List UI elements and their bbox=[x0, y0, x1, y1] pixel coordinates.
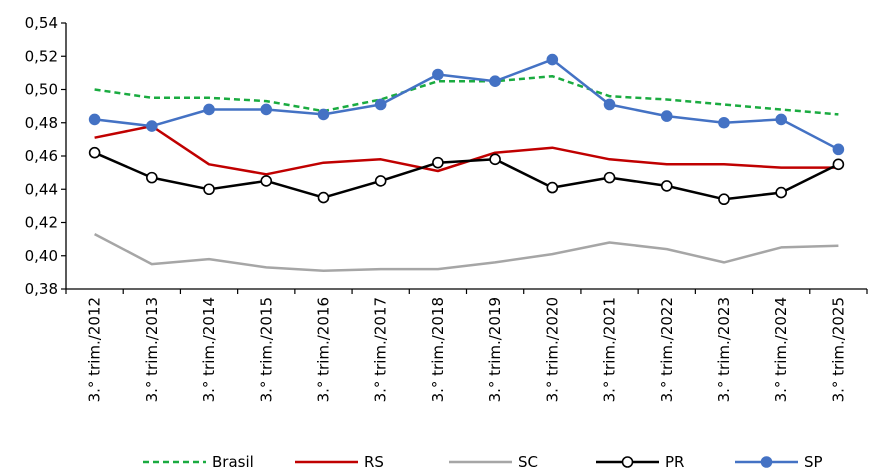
legend-marker-sp bbox=[760, 456, 773, 468]
legend-label-rs: RS bbox=[364, 453, 384, 471]
data-point-sp bbox=[432, 68, 444, 81]
y-tick-label: 0,44 bbox=[25, 180, 58, 198]
x-tick-label: 3.° trim./2023 bbox=[715, 297, 733, 402]
x-tick-label: 3.° trim./2020 bbox=[543, 297, 561, 402]
data-point-sp bbox=[317, 108, 330, 121]
axes bbox=[65, 23, 867, 290]
y-tick-label: 0,40 bbox=[25, 247, 58, 265]
x-tick-label: 3.° trim./2014 bbox=[200, 297, 218, 402]
y-tick-label: 0,42 bbox=[25, 214, 58, 232]
data-point-sp bbox=[718, 116, 730, 129]
data-point-sp bbox=[489, 75, 501, 87]
data-point-pr bbox=[260, 175, 273, 187]
y-tick-label: 0,46 bbox=[25, 147, 58, 165]
data-point-pr bbox=[432, 156, 444, 169]
data-point-pr bbox=[317, 191, 330, 204]
data-point-sp bbox=[832, 143, 845, 156]
x-tick-label: 3.° trim./2019 bbox=[486, 297, 504, 402]
x-tick-label: 3.° trim./2017 bbox=[372, 297, 390, 402]
x-tick-label: 3.° trim./2024 bbox=[772, 297, 790, 402]
data-point-pr bbox=[718, 193, 730, 206]
data-point-pr bbox=[546, 181, 559, 194]
data-point-pr bbox=[775, 186, 787, 199]
series-markers bbox=[88, 53, 845, 206]
x-tick-label: 3.° trim./2012 bbox=[86, 297, 104, 402]
data-point-sp bbox=[203, 103, 215, 116]
y-tick-label: 0,52 bbox=[25, 47, 58, 65]
data-point-pr bbox=[660, 180, 673, 192]
x-tick-label: 3.° trim./2018 bbox=[429, 297, 447, 402]
data-point-sp bbox=[660, 110, 673, 122]
x-axis-ticks: 3.° trim./2012 3.° trim./2013 3.° trim./20… bbox=[65, 289, 868, 402]
y-tick-label: 0,38 bbox=[25, 280, 58, 298]
data-point-sp bbox=[603, 98, 616, 111]
series-lines bbox=[94, 58, 839, 272]
data-point-pr bbox=[374, 175, 387, 187]
x-tick-label: 3.° trim./2022 bbox=[658, 297, 676, 402]
series-line-rs bbox=[94, 124, 839, 176]
y-axis-ticks: 0,38 0,40 0,42 0,44 0,46 0,48 0,50 0,52 0,54 bbox=[25, 14, 66, 298]
x-tick-label: 3.° trim./2025 bbox=[829, 297, 847, 402]
data-point-sp bbox=[775, 113, 787, 126]
series-line-pr bbox=[94, 151, 839, 201]
legend-marker-pr bbox=[621, 456, 634, 468]
legend-label-sp: SP bbox=[804, 453, 823, 471]
series-line-sc bbox=[94, 232, 839, 272]
data-point-pr bbox=[88, 146, 101, 159]
legend: Brasil RS SC PR SP bbox=[143, 453, 823, 471]
x-tick-label: 3.° trim./2015 bbox=[257, 297, 275, 402]
data-point-sp bbox=[374, 98, 387, 111]
y-tick-label: 0,48 bbox=[25, 114, 58, 132]
legend-label-brasil: Brasil bbox=[212, 453, 254, 471]
data-point-pr bbox=[832, 158, 845, 171]
x-tick-label: 3.° trim./2013 bbox=[143, 297, 161, 402]
x-tick-label: 3.° trim./2016 bbox=[314, 297, 332, 402]
data-point-sp bbox=[88, 113, 101, 126]
legend-label-sc: SC bbox=[518, 453, 538, 471]
data-point-pr bbox=[489, 153, 501, 166]
data-point-sp bbox=[146, 120, 158, 132]
data-point-pr bbox=[203, 183, 215, 196]
legend-label-pr: PR bbox=[665, 453, 684, 471]
series-line-sp bbox=[94, 58, 839, 151]
data-point-pr bbox=[603, 171, 616, 184]
data-point-sp bbox=[260, 103, 273, 116]
x-tick-label: 3.° trim./2021 bbox=[601, 297, 619, 402]
y-tick-label: 0,54 bbox=[25, 14, 58, 32]
data-point-sp bbox=[546, 53, 559, 66]
data-point-pr bbox=[146, 171, 158, 184]
series-line-brasil bbox=[94, 74, 839, 116]
y-tick-label: 0,50 bbox=[25, 81, 58, 99]
